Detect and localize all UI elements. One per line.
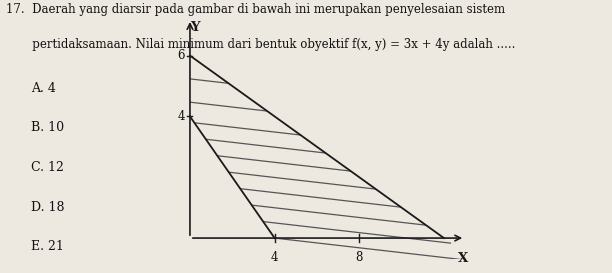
Text: E. 21: E. 21 xyxy=(31,240,64,253)
Text: 4: 4 xyxy=(271,251,278,264)
Text: pertidaksamaan. Nilai minimum dari bentuk obyektif f(x, y) = 3x + 4y adalah ....: pertidaksamaan. Nilai minimum dari bentu… xyxy=(6,38,515,51)
Text: 6: 6 xyxy=(177,49,185,62)
Text: 8: 8 xyxy=(356,251,363,264)
Text: C. 12: C. 12 xyxy=(31,161,64,174)
Text: X: X xyxy=(458,252,468,265)
Text: 4: 4 xyxy=(177,110,185,123)
Text: D. 18: D. 18 xyxy=(31,201,64,214)
Text: 17.  Daerah yang diarsir pada gambar di bawah ini merupakan penyelesaian sistem: 17. Daerah yang diarsir pada gambar di b… xyxy=(6,3,506,16)
Text: B. 10: B. 10 xyxy=(31,121,64,135)
Text: Y: Y xyxy=(190,21,200,34)
Text: A. 4: A. 4 xyxy=(31,82,56,95)
